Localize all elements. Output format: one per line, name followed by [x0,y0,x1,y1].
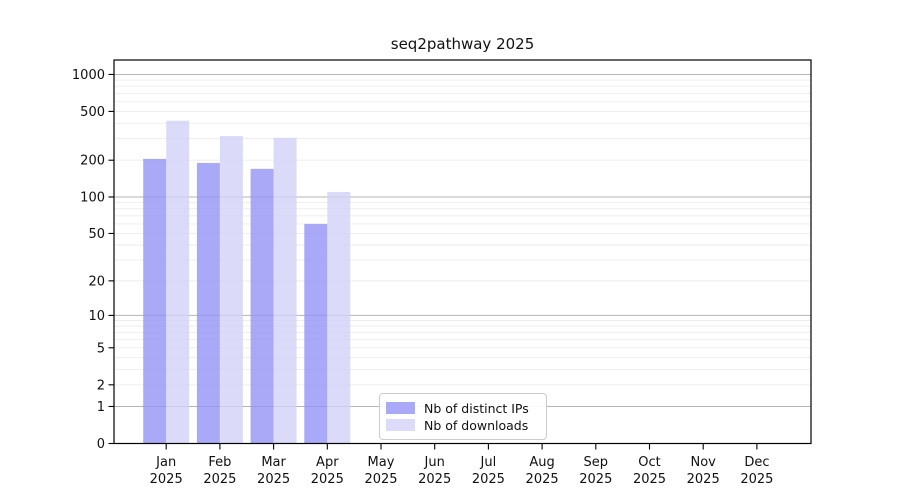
x-tick-year: 2025 [579,472,612,487]
bar-distinct-ips-feb [196,162,220,444]
y-tick-label: 50 [88,227,105,242]
y-tick-label: 1000 [72,68,105,83]
x-tick-year: 2025 [472,472,505,487]
x-tick-month: Nov [691,455,717,470]
x-tick-month: Mar [261,455,286,470]
x-tick-year: 2025 [364,472,397,487]
axes-frame [113,59,812,445]
x-tick-year: 2025 [203,472,236,487]
y-axis: 0 1 2 5 10 20 50 100 200 500 1000 [72,68,114,452]
y-tick-label: 200 [80,154,105,169]
y-tick-label: 1 [97,400,105,415]
x-tick-year: 2025 [311,472,344,487]
x-tick-year: 2025 [257,472,290,487]
chart-title: seq2pathway 2025 [390,35,535,53]
x-tick-month: Jul [480,455,497,470]
bar-downloads-mar [273,137,297,444]
bar-distinct-ips-jan [143,158,167,444]
y-tick-label: 2 [97,378,105,393]
x-tick-year: 2025 [150,472,183,487]
bar-distinct-ips-mar [250,168,274,444]
y-tick-label: 20 [88,274,105,289]
x-tick-month: Aug [529,455,554,470]
chart-legend: Nb of distinct IPs Nb of downloads [379,393,547,440]
y-tick-label: 10 [88,309,105,324]
bars [143,120,351,444]
y-tick-label: 100 [80,190,105,205]
x-tick-year: 2025 [633,472,666,487]
bar-downloads-apr [327,191,351,444]
x-tick-month: Feb [208,455,231,470]
legend-item-distinct-ips: Nb of distinct IPs [386,400,538,416]
legend-swatch-downloads [386,419,415,431]
y-tick-label: 500 [80,105,105,120]
legend-label-distinct-ips: Nb of distinct IPs [424,400,529,416]
legend-item-downloads: Nb of downloads [386,417,538,433]
x-tick-year: 2025 [418,472,451,487]
x-tick-year: 2025 [687,472,720,487]
bar-downloads-jan [166,120,190,444]
x-tick-month: Oct [638,455,660,470]
y-tick-label: 0 [97,437,105,452]
bar-downloads-feb [219,136,243,444]
x-axis: Jan 2025 Feb 2025 Mar 2025 Apr 2025 May 2025 Jun 20… [150,443,773,487]
bar-distinct-ips-apr [304,223,328,444]
x-tick-year: 2025 [526,472,559,487]
x-tick-month: Apr [316,455,339,470]
x-tick-month: Jan [155,455,176,470]
legend-swatch-distinct-ips [386,402,415,414]
y-tick-label: 5 [97,341,105,356]
x-tick-month: Dec [744,455,769,470]
x-tick-month: Sep [584,455,609,470]
x-tick-month: May [368,455,395,470]
legend-label-downloads: Nb of downloads [424,417,529,433]
x-tick-year: 2025 [740,472,773,487]
x-tick-month: Jun [424,455,445,470]
